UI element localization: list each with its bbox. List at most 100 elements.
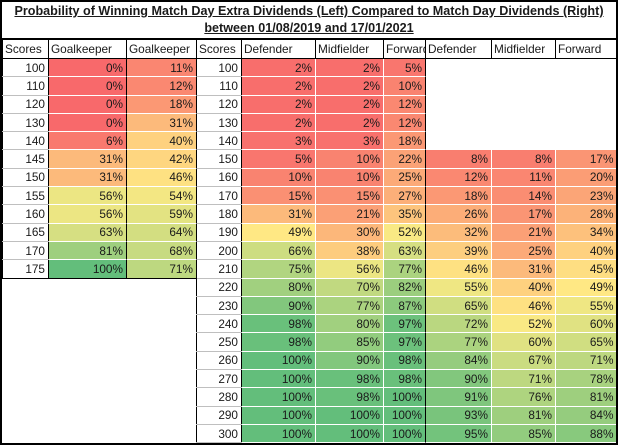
probability-cell: 12% [425, 168, 492, 188]
probability-cell: 0% [48, 76, 127, 96]
probability-cell: 63% [383, 241, 426, 261]
probability-cell: 84% [425, 351, 492, 371]
probability-cell: 0% [48, 113, 127, 133]
table-row: 230 90% 77% 87% 65% 46% 55% [2, 296, 616, 316]
probability-cell: 60% [555, 314, 616, 334]
probability-cell: 21% [315, 204, 384, 224]
probability-cell: 71% [491, 369, 556, 389]
score-cell: 165 [2, 223, 49, 242]
chart-title: Probability of Winning Match Day Extra D… [14, 4, 604, 18]
score-cell: 150 [196, 149, 242, 169]
probability-cell: 14% [491, 186, 556, 206]
probability-cell: 90% [315, 351, 384, 371]
empty-cell [2, 314, 49, 333]
empty-cell [126, 424, 197, 443]
table-row: 220 80% 70% 82% 55% 40% 49% [2, 278, 616, 297]
empty-cell [2, 424, 49, 443]
empty-cell [126, 332, 197, 352]
score-cell: 280 [196, 387, 242, 407]
probability-cell: 70% [315, 278, 384, 297]
empty-cell [126, 278, 197, 297]
empty-cell [126, 406, 197, 425]
probability-cell: 54% [126, 186, 197, 206]
probability-cell: 91% [425, 387, 492, 407]
probability-cell: 40% [126, 131, 197, 151]
probability-cell: 71% [555, 351, 616, 371]
probability-cell: 34% [555, 223, 616, 242]
probability-cell: 88% [555, 424, 616, 443]
column-header-scores-left: Scores [2, 39, 49, 59]
empty-cell [48, 351, 127, 370]
column-header-midfielder-extra: Midfielder [315, 39, 384, 59]
probability-cell: 2% [241, 113, 316, 133]
probability-table: Scores Goalkeeper Goalkeeper Scores Defe… [2, 39, 616, 443]
score-cell: 250 [196, 332, 242, 352]
empty-cell [126, 314, 197, 333]
table-row: 150 31% 46% 160 10% 10% 25% 12% 11% 20% [2, 168, 616, 188]
probability-cell: 81% [491, 406, 556, 425]
probability-cell: 2% [315, 95, 384, 114]
probability-cell: 98% [241, 314, 316, 334]
probability-cell: 17% [491, 204, 556, 224]
empty-cell [48, 387, 127, 407]
probability-cell: 93% [425, 406, 492, 425]
score-cell: 120 [2, 95, 49, 114]
table-row: 165 63% 64% 190 49% 30% 52% 32% 21% 34% [2, 223, 616, 242]
probability-cell: 31% [48, 149, 127, 169]
probability-cell: 6% [48, 131, 127, 151]
probability-cell: 85% [315, 332, 384, 352]
empty-cell [425, 58, 492, 77]
empty-cell [425, 95, 492, 114]
empty-cell [491, 58, 556, 77]
probability-cell: 3% [315, 131, 384, 151]
score-cell: 160 [2, 204, 49, 224]
empty-cell [425, 113, 492, 132]
probability-cell: 95% [425, 424, 492, 443]
empty-cell [555, 76, 616, 96]
probability-cell: 46% [491, 296, 556, 316]
probability-cell: 80% [315, 314, 384, 334]
probability-cell: 52% [491, 314, 556, 334]
empty-cell [126, 369, 197, 388]
probability-cell: 31% [126, 113, 197, 133]
table-row: 120 0% 18% 120 2% 2% 12% [2, 95, 616, 114]
score-cell: 170 [196, 186, 242, 206]
probability-cell: 25% [383, 168, 426, 188]
probability-cell: 15% [241, 186, 316, 206]
score-cell: 100 [2, 58, 49, 78]
table-row: 300 100% 100% 100% 95% 85% 88% [2, 424, 616, 443]
empty-cell [491, 95, 556, 114]
probability-cell: 21% [491, 223, 556, 242]
probability-cell: 100% [315, 406, 384, 425]
probability-cell: 85% [491, 424, 556, 443]
probability-cell: 30% [315, 223, 384, 242]
score-cell: 110 [2, 76, 49, 96]
probability-cell: 56% [48, 204, 127, 224]
probability-cell: 22% [383, 149, 426, 169]
probability-cell: 42% [126, 149, 197, 169]
table-row: 160 56% 59% 180 31% 21% 35% 26% 17% 28% [2, 204, 616, 224]
probability-cell: 25% [491, 241, 556, 261]
probability-cell: 39% [425, 241, 492, 261]
probability-cell: 40% [491, 278, 556, 297]
score-cell: 110 [196, 76, 242, 96]
column-header-midfielder: Midfielder [491, 39, 556, 59]
probability-cell: 23% [555, 186, 616, 206]
probability-cell: 17% [555, 149, 616, 169]
empty-cell [555, 113, 616, 132]
probability-cell: 72% [425, 314, 492, 334]
probability-cell: 5% [241, 149, 316, 169]
probability-cell: 100% [48, 259, 127, 279]
score-cell: 175 [2, 259, 49, 279]
probability-cell: 31% [491, 259, 556, 279]
probability-cell: 60% [491, 332, 556, 352]
probability-cell: 66% [241, 241, 316, 261]
empty-cell [48, 424, 127, 443]
probability-cell: 68% [126, 241, 197, 261]
probability-cell: 18% [126, 95, 197, 114]
column-header-goalkeeper-extra: Goalkeeper [48, 39, 127, 59]
score-cell: 170 [2, 241, 49, 261]
probability-cell: 81% [555, 387, 616, 407]
score-cell: 130 [196, 113, 242, 133]
probability-cell: 81% [48, 241, 127, 261]
